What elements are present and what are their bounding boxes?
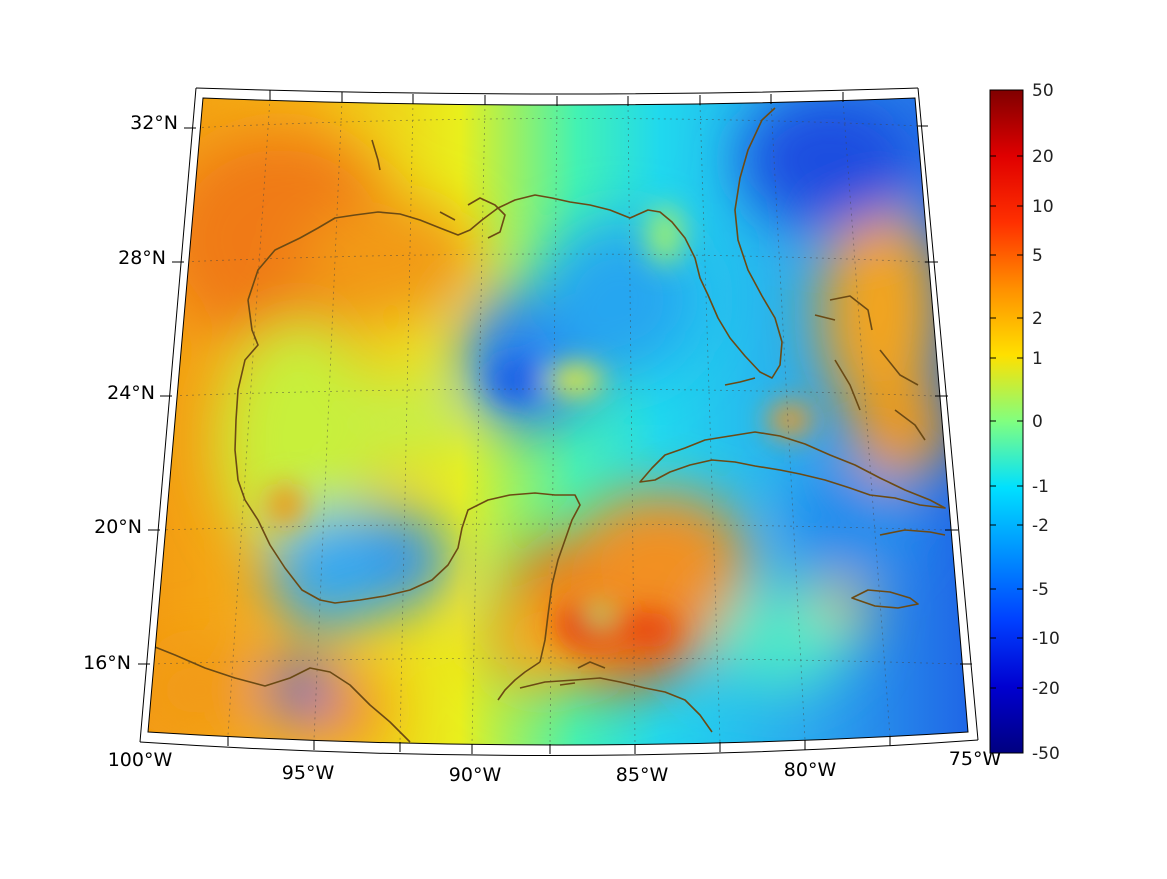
- hispaniola-coast: [879, 529, 946, 536]
- lon-label-75w: 75°W: [949, 748, 1002, 770]
- colorbar-tick-label: -1: [1032, 477, 1049, 497]
- colorbar-tick-label: 50: [1032, 81, 1054, 101]
- lon-label-100w: 100°W: [108, 749, 173, 771]
- colorbar-tick-label: 10: [1032, 197, 1054, 217]
- lat-label-24: 24°N: [107, 382, 155, 404]
- cuba-coast: [639, 431, 946, 509]
- graticule: [151, 98, 961, 745]
- lat-label-32: 32°N: [130, 112, 178, 134]
- lon-labels: 100°W 95°W 90°W 85°W 80°W 75°W: [108, 748, 1002, 786]
- colorbar-tick-label: -50: [1032, 744, 1060, 764]
- colorbar-tick-label: 0: [1032, 412, 1043, 432]
- lat-label-16: 16°N: [83, 652, 131, 674]
- lat-label-20: 20°N: [94, 516, 142, 538]
- lon-label-95w: 95°W: [282, 762, 335, 784]
- data-field: [148, 98, 968, 745]
- lat-label-28: 28°N: [118, 247, 166, 269]
- jamaica-coast: [851, 589, 919, 609]
- pacific-coast: [149, 644, 411, 743]
- field-details: [267, 205, 812, 650]
- louisiana-delta: [371, 139, 506, 239]
- colorbar-tick-label: 5: [1032, 246, 1043, 266]
- florida-keys: [724, 377, 756, 386]
- lon-label-85w: 85°W: [616, 764, 669, 786]
- colorbar-tick-label: -10: [1032, 629, 1060, 649]
- colorbar-tick-label: -5: [1032, 580, 1049, 600]
- lat-labels: 32°N 28°N 24°N 20°N 16°N: [83, 112, 178, 674]
- coastlines: [149, 107, 946, 743]
- us-gulf-coast: [247, 107, 783, 379]
- yucatan-islands: [559, 661, 606, 686]
- map-frame: [139, 87, 979, 757]
- colorbar-ticks: [990, 89, 1023, 754]
- bahamas-coast: [814, 295, 926, 441]
- colorbar-tick-label: 1: [1032, 349, 1043, 369]
- central-america-coast: [497, 661, 713, 733]
- colorbar-tick-label: -2: [1032, 516, 1049, 536]
- frame-ticks: [138, 90, 972, 754]
- colorbar-tick-label: 20: [1032, 147, 1054, 167]
- lon-label-80w: 80°W: [784, 759, 837, 781]
- lon-label-90w: 90°W: [449, 764, 502, 786]
- colorbar-tick-label: 2: [1032, 309, 1043, 329]
- colorbar-tick-label: -20: [1032, 679, 1060, 699]
- mexico-gulf-coast: [234, 299, 581, 663]
